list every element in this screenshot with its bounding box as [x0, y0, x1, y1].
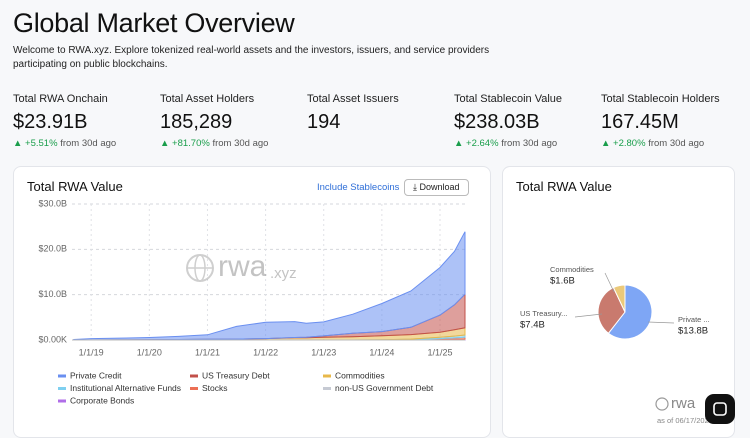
- x-tick-label: 1/1/21: [195, 347, 220, 357]
- slice-label: Commodities: [550, 265, 594, 274]
- stat-label: Total Stablecoin Value: [454, 93, 563, 105]
- pie-slice: [597, 286, 626, 335]
- slice-label: Private ...: [678, 315, 710, 324]
- stat-period: from 30d ago: [60, 138, 117, 149]
- pie-slice: [612, 284, 626, 313]
- watermark-suffix: .xyz: [270, 265, 297, 282]
- x-tick-label: 1/1/24: [369, 347, 394, 357]
- x-tick-label: 1/1/22: [253, 347, 278, 357]
- chat-icon: [713, 402, 727, 416]
- stat-label: Total RWA Onchain: [13, 93, 108, 105]
- x-tick-label: 1/1/20: [137, 347, 162, 357]
- stat-change-value: +81.70%: [172, 138, 210, 149]
- stat-value: 185,289: [160, 111, 233, 133]
- stat-period: from 30d ago: [212, 138, 269, 149]
- page-subtitle: Welcome to RWA.xyz. Explore tokenized re…: [13, 45, 490, 70]
- area: [73, 231, 466, 341]
- stat-change-value: ▲: [160, 138, 173, 149]
- legend-label: Private Credit: [70, 370, 122, 380]
- y-tick-label: $0.00K: [38, 334, 67, 344]
- stat-value: $238.03B: [454, 111, 540, 133]
- legend-label: Commodities: [335, 370, 385, 380]
- stat-label: Total Asset Holders: [160, 93, 255, 105]
- legend-label: Stocks: [202, 383, 228, 393]
- watermark: rwa .xyz: [186, 250, 297, 283]
- stat-change-value: ▲: [601, 138, 614, 149]
- x-tick-label: 1/1/23: [311, 347, 336, 357]
- stat-change: ▲ +5.51% from 30d ago: [13, 138, 116, 149]
- stat-change-value: +5.51%: [25, 138, 58, 149]
- legend-label: Corporate Bonds: [70, 395, 134, 405]
- legend-label: US Treasury Debt: [202, 370, 270, 380]
- slice-value: $13.8B: [678, 326, 708, 337]
- globe-icon: [194, 254, 206, 282]
- stat-value: 167.45M: [601, 111, 679, 133]
- stat-change: ▲ +2.80% from 30d ago: [601, 138, 704, 149]
- legend-label: non-US Government Debt: [335, 383, 434, 393]
- page: { "header": { "title": "Global Market Ov…: [13, 8, 735, 438]
- download-label: Download: [419, 182, 460, 192]
- pie-slice: [607, 284, 653, 340]
- slice-value: $1.6B: [550, 276, 575, 287]
- brand-icon: [655, 397, 669, 411]
- download-button[interactable]: ⤓ Download: [404, 179, 469, 196]
- chat-glyph: [713, 402, 727, 416]
- footer-brand: rwa: [671, 395, 696, 412]
- y-tick-label: $30.0B: [38, 198, 67, 208]
- stablecoin-toggle[interactable]: Include Stablecoins: [317, 182, 400, 193]
- leader-line: [604, 272, 615, 293]
- charts: rwa .xyz rwa as of 06/17/202 $0.00K $10.0…: [38, 198, 710, 425]
- stat-change-value: +2.80%: [613, 138, 646, 149]
- page-title: Global Market Overview: [13, 8, 295, 38]
- x-tick-label: 1/1/19: [79, 347, 104, 357]
- stat-change: ▲ +81.70% from 30d ago: [160, 138, 268, 149]
- card-title: Total RWA Value: [516, 179, 612, 194]
- stat-change-value: ▲: [13, 138, 26, 149]
- card-title: Total RWA Value: [27, 179, 123, 194]
- footer-asof: as of 06/17/202: [657, 416, 709, 425]
- stat-change-value: ▲: [454, 138, 467, 149]
- stat-change-value: +2.64%: [466, 138, 499, 149]
- stat-label: Total Stablecoin Holders: [601, 93, 720, 105]
- y-tick-label: $10.0B: [38, 289, 67, 299]
- stat-change: ▲ +2.64% from 30d ago: [454, 138, 557, 149]
- legend-label: Institutional Alternative Funds: [70, 383, 181, 393]
- slice-value: $7.4B: [520, 320, 545, 331]
- leader-line: [647, 321, 675, 324]
- stat-label: Total Asset Issuers: [307, 93, 399, 105]
- stat-period: from 30d ago: [501, 138, 558, 149]
- x-tick-label: 1/1/25: [427, 347, 452, 357]
- stat-value: $23.91B: [13, 111, 88, 133]
- chat-button[interactable]: [705, 394, 735, 424]
- globe-icon: [186, 254, 214, 282]
- stat-value: 194: [307, 111, 341, 133]
- stat-period: from 30d ago: [648, 138, 705, 149]
- leader-line: [574, 313, 603, 318]
- slice-label: US Treasury...: [520, 309, 567, 318]
- watermark-main: rwa: [218, 250, 267, 283]
- y-tick-label: $20.0B: [38, 244, 67, 254]
